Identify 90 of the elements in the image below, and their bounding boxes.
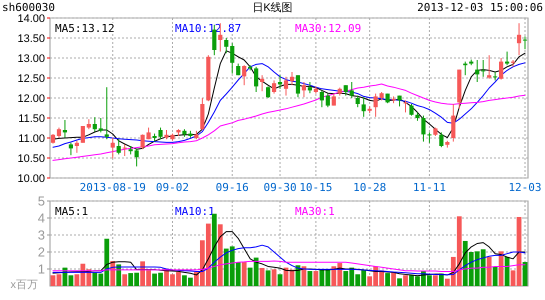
line-series [52, 84, 526, 161]
text: MA30:1 [295, 204, 335, 218]
chart-subtitle: sh600030 [2, 1, 55, 14]
y-tick-label: 3 [38, 228, 45, 243]
bar [313, 271, 318, 286]
candlestick [504, 51, 510, 66]
y-tick-label: 11.50 [18, 112, 45, 125]
line-series [52, 260, 526, 272]
candlestick [409, 104, 414, 116]
candlestick [487, 54, 492, 80]
bar [278, 274, 282, 286]
candlestick [56, 127, 62, 138]
bar [504, 256, 510, 286]
candlestick [104, 86, 109, 140]
candlestick [62, 120, 68, 138]
text: MA10:1 [175, 204, 215, 218]
candlestick [439, 132, 444, 148]
candlestick [158, 127, 163, 140]
candlestick [302, 82, 306, 98]
line-series [52, 231, 526, 276]
y-axis-title: x百万 [10, 279, 38, 291]
candlestick [68, 142, 74, 156]
x-tick-label: 11-11 [412, 181, 446, 194]
y-tick-label: 13.00 [17, 52, 45, 65]
candlestick [421, 115, 426, 142]
candlestick [308, 82, 312, 94]
candlestick [266, 86, 270, 98]
candlestick [522, 36, 528, 50]
bar [492, 266, 498, 286]
bar [522, 262, 528, 286]
candlestick [499, 58, 504, 80]
bar [385, 273, 390, 286]
candlestick [362, 96, 366, 118]
candlestick [356, 95, 360, 108]
y-tick-label: 13.50 [17, 32, 45, 45]
candlestick [254, 66, 258, 92]
y-tick-label: 12.50 [17, 72, 45, 85]
bar [397, 278, 402, 286]
x-tick-label: 09-02 [156, 181, 190, 194]
chart-title: 日K线图 [252, 1, 293, 14]
candlestick [296, 74, 300, 98]
candlestick [242, 64, 246, 86]
text: 2013-12-03 15:00:06 [417, 1, 543, 14]
text: MA5:13.12 [55, 22, 115, 35]
y-tick-label: 10.00 [17, 172, 45, 185]
bar [242, 262, 247, 286]
x-tick-label: 2013-08-19 [80, 181, 146, 194]
bar [498, 251, 504, 286]
text: MA30:12.09 [295, 22, 362, 35]
text: MA5:1 [55, 204, 88, 218]
candlestick [116, 138, 121, 155]
y-tick-label: 5 [38, 194, 45, 209]
x-tick-label: 09-30 [263, 181, 297, 194]
candlestick [385, 93, 390, 104]
candlestick [427, 132, 432, 144]
x-tick-label: 10-28 [353, 181, 386, 194]
x-tick-label: 10-15 [299, 181, 332, 194]
candlestick [140, 134, 145, 150]
bar [302, 266, 306, 286]
bar [272, 269, 276, 286]
y-tick-label: 10.50 [17, 152, 45, 165]
candlestick [284, 76, 288, 96]
bar [296, 265, 300, 286]
bar [308, 271, 312, 286]
bar [266, 270, 270, 286]
y-tick-label: 1 [38, 262, 45, 277]
y-tick-label: 14.00 [17, 12, 45, 25]
bar [403, 275, 408, 286]
bar [122, 274, 128, 286]
candlestick [272, 80, 276, 94]
candlestick [374, 93, 378, 118]
y-tick-label: 2 [38, 244, 45, 260]
bar [432, 275, 438, 286]
bar [486, 256, 492, 286]
bar [260, 268, 265, 286]
y-tick-label: 11.00 [18, 132, 45, 145]
candlestick [278, 74, 282, 90]
candlestick [397, 95, 402, 107]
x-tick-label: 12-03 [508, 181, 542, 194]
bar [391, 272, 396, 286]
candlestick [516, 22, 522, 56]
x-tick-label: 09-16 [216, 181, 249, 194]
candlestick [451, 104, 456, 142]
candlestick [122, 144, 127, 156]
line-series [52, 244, 526, 276]
candlestick [110, 137, 115, 159]
candlestick [463, 61, 468, 76]
candlestick [403, 100, 408, 113]
y-tick-label: 4 [38, 210, 45, 226]
y-tick-label: 12.00 [17, 92, 45, 105]
